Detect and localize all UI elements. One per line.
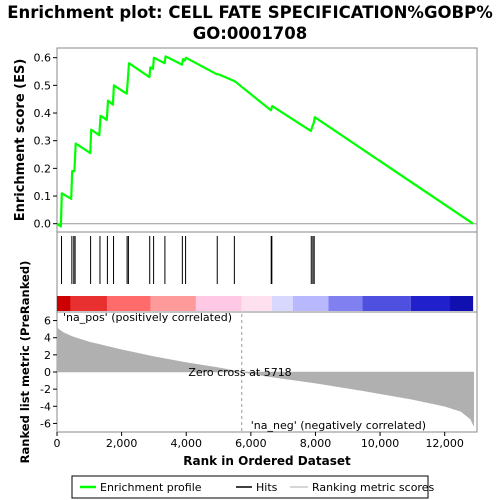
metric-y-tick-label: 4	[44, 332, 51, 345]
metric-y-tick-label: -4	[40, 400, 51, 413]
heat-bar-segment	[151, 296, 196, 311]
metric-y-tick-label: 6	[44, 315, 51, 328]
metric-y-tick-label: 0	[44, 366, 51, 379]
heat-bar-segment	[328, 296, 362, 311]
hits-panel	[57, 232, 477, 312]
legend-label: Enrichment profile	[100, 481, 202, 494]
legend-label: Ranking metric scores	[312, 481, 434, 494]
zero-cross-label: Zero cross at 5718	[188, 366, 291, 379]
x-tick-label: 2,000	[106, 437, 138, 450]
metric-y-axis-title: Ranked list metric (PreRanked)	[18, 261, 32, 464]
legend-label: Hits	[256, 481, 278, 494]
x-axis: 0 2,000 4,000 6,000 8,000 10,000 12,000 Rank in…	[54, 432, 464, 468]
heat-bar-segment	[272, 296, 293, 311]
es-frame	[57, 48, 477, 232]
es-y-tick-label: 0.2	[34, 162, 52, 175]
x-tick-label: 4,000	[170, 437, 202, 450]
es-y-tick-label: 0.4	[34, 107, 52, 120]
x-tick-label: 8,000	[300, 437, 332, 450]
pos-correlated-label: 'na_pos' (positively correlated)	[63, 311, 232, 324]
heat-bar-segment	[411, 296, 450, 311]
heat-bar-segment	[57, 296, 71, 311]
heat-bar-segment	[362, 296, 410, 311]
x-tick-label: 0	[54, 437, 61, 450]
es-panel: 0.0 0.1 0.2 0.3 0.4 0.5 0.6 Enrichment score (E…	[13, 48, 477, 232]
es-y-tick-label: 0.1	[34, 190, 52, 203]
metric-y-tick-label: 2	[44, 349, 51, 362]
es-y-tick-label: 0.0	[34, 218, 52, 231]
neg-correlated-label: 'na_neg' (negatively correlated)	[251, 419, 426, 432]
metric-y-tick-label: -6	[40, 417, 51, 430]
metric-y-tick-label: -2	[40, 383, 51, 396]
heat-bar-segment	[107, 296, 151, 311]
heat-bar-segment	[293, 296, 329, 311]
x-axis-title: Rank in Ordered Dataset	[183, 454, 351, 468]
es-y-tick-label: 0.6	[34, 52, 52, 65]
heat-bar-segment	[450, 296, 474, 311]
heat-bar-segment	[71, 296, 108, 311]
heat-bar-segment	[242, 296, 272, 311]
es-y-axis-title: Enrichment score (ES)	[13, 59, 28, 222]
x-tick-label: 12,000	[425, 437, 464, 450]
x-tick-label: 6,000	[235, 437, 267, 450]
x-tick-label: 10,000	[361, 437, 400, 450]
legend: Enrichment profile Hits Ranking metric sco…	[72, 476, 434, 498]
es-y-tick-label: 0.3	[34, 135, 52, 148]
es-y-tick-label: 0.5	[34, 79, 52, 92]
heat-bar-segment	[196, 296, 242, 311]
